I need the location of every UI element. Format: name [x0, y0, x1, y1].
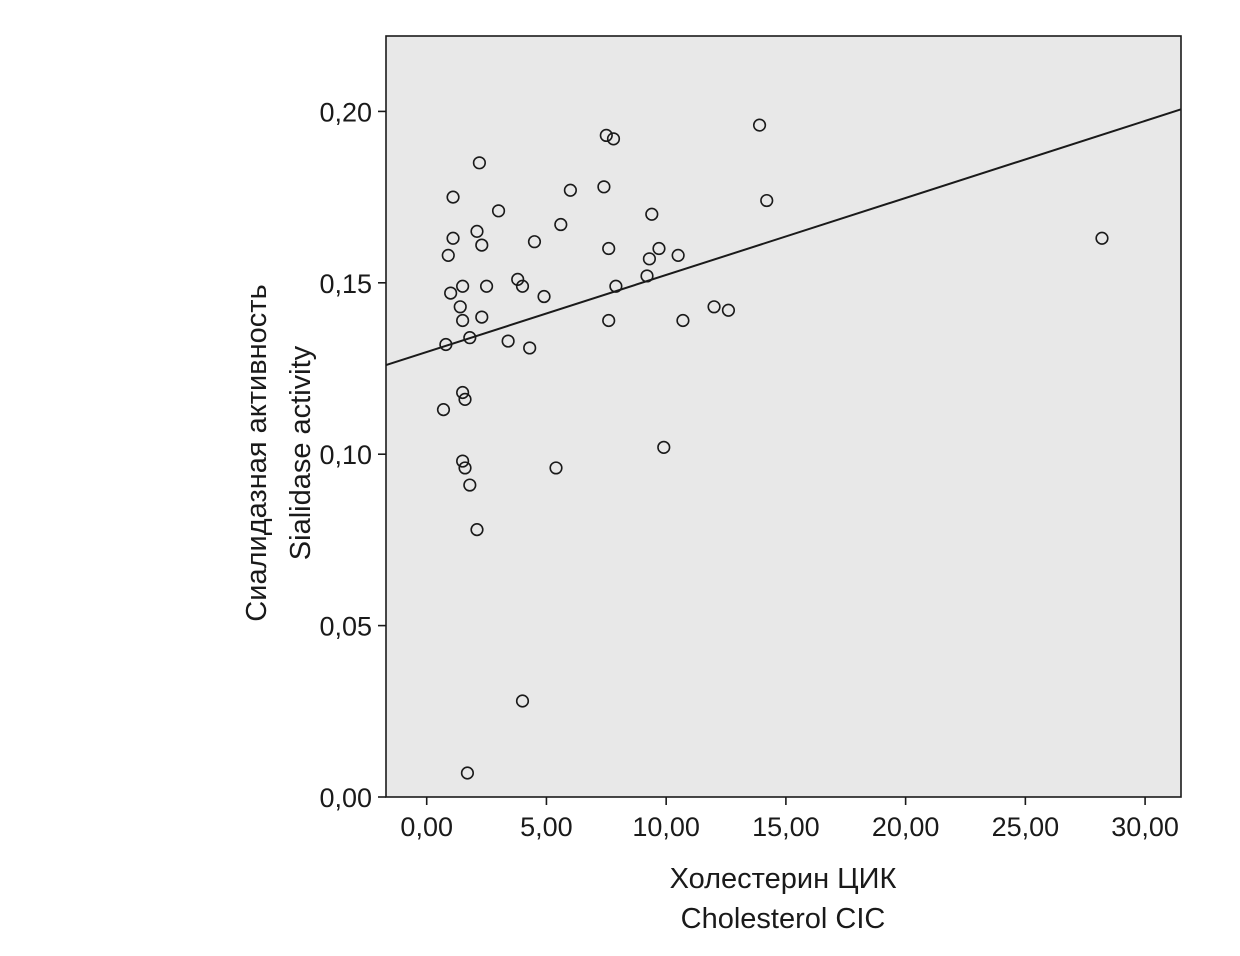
data-point — [537, 289, 551, 304]
data-point — [606, 132, 621, 146]
data-point — [456, 454, 470, 468]
data-point — [642, 252, 657, 266]
data-point — [501, 334, 515, 348]
y-tick-label: 0,10 — [319, 440, 372, 470]
data-point — [599, 128, 613, 143]
data-point — [640, 269, 654, 283]
data-point — [597, 180, 611, 194]
y-tick-label: 0,05 — [319, 612, 372, 642]
data-point — [657, 440, 671, 454]
data-point — [475, 310, 489, 324]
data-point — [523, 341, 537, 355]
data-point — [479, 279, 494, 293]
data-point — [491, 204, 506, 218]
data-point — [463, 478, 477, 492]
data-point — [475, 238, 489, 252]
data-point — [458, 392, 472, 406]
y-tick-label: 0,20 — [319, 97, 372, 127]
data-point — [671, 248, 685, 262]
x-axis-title-line-2: Cholesterol CIC — [681, 903, 886, 935]
data-point — [1095, 231, 1109, 245]
x-axis-title-line-1: Холестерин ЦИК — [670, 863, 897, 895]
x-tick-label: 25,00 — [992, 812, 1060, 842]
data-point — [707, 300, 721, 314]
data-point — [511, 272, 525, 286]
plot-area — [386, 36, 1181, 797]
data-point — [676, 313, 690, 328]
x-tick-label: 20,00 — [872, 812, 940, 842]
x-tick-label: 5,00 — [520, 812, 573, 842]
data-point — [752, 118, 767, 132]
x-tick-label: 15,00 — [752, 812, 820, 842]
data-point — [458, 461, 472, 475]
data-point — [527, 235, 542, 249]
y-tick-label: 0,15 — [319, 269, 372, 299]
data-point — [446, 231, 460, 245]
data-point — [456, 313, 470, 328]
data-point — [444, 286, 458, 300]
x-tick-label: 10,00 — [632, 812, 700, 842]
regression-line — [385, 108, 1182, 367]
data-point — [721, 303, 736, 317]
data-point — [609, 279, 623, 293]
data-point — [441, 248, 455, 262]
data-point — [760, 193, 774, 208]
data-point — [470, 224, 484, 238]
data-point — [645, 207, 659, 221]
data-point — [563, 183, 577, 197]
data-point — [460, 766, 475, 780]
data-point — [439, 337, 453, 352]
data-point — [463, 331, 477, 345]
data-point — [453, 300, 467, 314]
data-point — [456, 385, 470, 400]
x-tick-label: 0,00 — [400, 812, 453, 842]
data-point — [436, 403, 451, 417]
y-axis-title-line-2: Sialidase activity — [285, 345, 317, 560]
data-point — [515, 279, 530, 293]
data-point — [554, 217, 568, 232]
data-point — [652, 241, 666, 256]
data-point — [472, 156, 486, 170]
data-point — [515, 694, 530, 708]
y-tick-label: 0,00 — [319, 783, 372, 813]
data-point — [602, 241, 616, 256]
data-point — [602, 313, 616, 328]
y-axis-title-line-1: Сиалидазная активность — [241, 284, 273, 621]
data-point — [446, 190, 460, 204]
plot-frame — [385, 35, 1182, 798]
data-point — [549, 461, 563, 475]
data-point — [456, 279, 470, 293]
data-point — [470, 523, 484, 537]
x-tick-label: 30,00 — [1111, 812, 1179, 842]
